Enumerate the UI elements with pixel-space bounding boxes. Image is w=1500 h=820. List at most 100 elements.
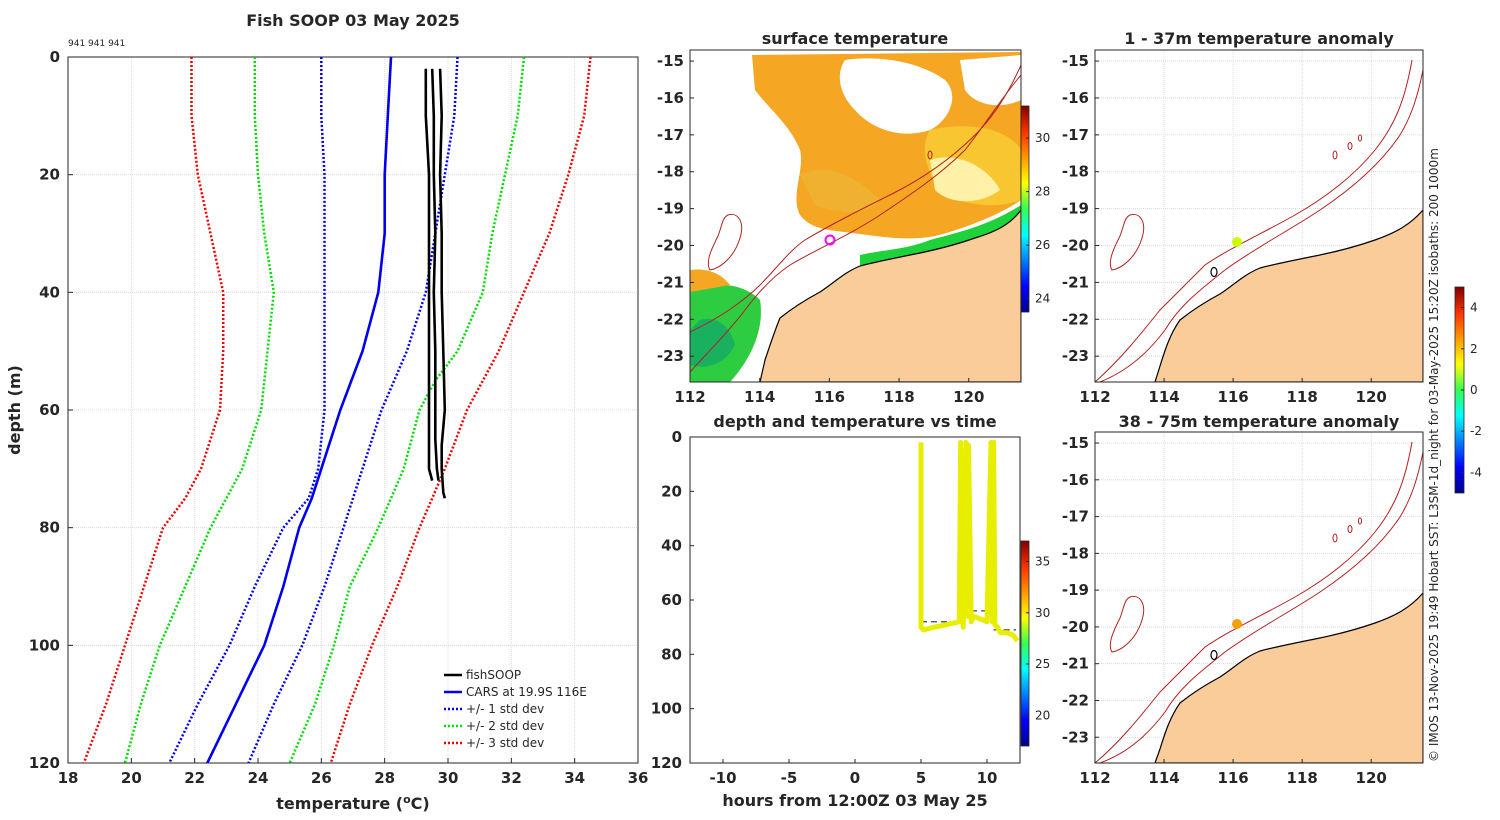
legend-label-cars: CARS at 19.9S 116E <box>466 685 587 699</box>
profile-ytick-label: 40 <box>39 283 60 301</box>
profile-xlabel: temperature (oC) <box>276 793 429 813</box>
sst-colorbar-tick-label: 28 <box>1035 185 1050 199</box>
sst-ytick-label: -22 <box>657 310 684 328</box>
sst-ytick-label: -17 <box>657 126 684 144</box>
sst-ytick-label: -23 <box>657 347 684 365</box>
anomaly-map-1-shoal-1 <box>1332 150 1338 160</box>
sst-ytick-label: -19 <box>657 200 684 218</box>
profile-xtick-label: 18 <box>58 769 79 787</box>
anomaly-map-2-xtick-label: 112 <box>1079 769 1110 787</box>
sst-field-warm-sw <box>690 269 730 292</box>
sst-xtick-label: 112 <box>674 388 705 406</box>
timeseries-ytick-label: 100 <box>651 700 682 718</box>
anomaly-map-1-ytick-label: -17 <box>1062 126 1089 144</box>
anomaly-map-1-ytick-label: -18 <box>1062 163 1089 181</box>
anomaly-map-1-shoal-3 <box>1357 134 1363 142</box>
anomaly-map-1-panel: 1 - 37m temperature anomaly 112 114 116 118… <box>1062 29 1424 406</box>
sst-ytick-label: -15 <box>657 52 684 70</box>
credit-text: © IMOS 13-Nov-2025 19:49 Hobart SST: L3S… <box>1427 148 1441 762</box>
timeseries-colorbar-ticks: 35 30 25 20 <box>1026 555 1050 722</box>
profile-xtick-label: 32 <box>501 769 522 787</box>
sst-ticks: 112 114 116 118 120 -15 -16 -17 -18 -19 -20 -21 -22 -… <box>657 52 985 406</box>
anomaly-map-1-xtick-label: 116 <box>1217 388 1248 406</box>
profile-ytick-label: 0 <box>50 48 60 66</box>
anomaly-map-2-ytick-label: -15 <box>1062 434 1089 452</box>
anomaly-colorbar-ticks: 4 2 0 -2 -4 <box>1461 301 1482 479</box>
anomaly-colorbar-tick-label: -4 <box>1470 465 1482 479</box>
anomaly-map-1-islet <box>1210 266 1218 278</box>
figure-title: Fish SOOP 03 May 2025 <box>246 11 460 30</box>
profile-series--3-std <box>82 57 225 764</box>
sst-xtick-label: 114 <box>744 388 775 406</box>
profile-series-fishsoop-cast-3 <box>438 68 447 499</box>
timeseries-colorbar-tick-label: 25 <box>1035 657 1050 671</box>
sst-xtick-label: 120 <box>953 388 984 406</box>
profile-xtick-label: 24 <box>248 769 269 787</box>
anomaly-map-1-xtick-label: 118 <box>1287 388 1318 406</box>
profile-ytick-label: 80 <box>39 519 60 537</box>
anomaly-colorbar-tick-label: 0 <box>1470 383 1478 397</box>
timeseries-ytick-label: 40 <box>661 537 682 555</box>
anomaly-map-1-ytick-label: -23 <box>1062 347 1089 365</box>
anomaly-map-2-xtick-label: 118 <box>1287 769 1318 787</box>
profile-xtick-label: 26 <box>311 769 332 787</box>
profile-ylabel: depth (m) <box>5 365 24 455</box>
timeseries-track <box>918 439 1020 643</box>
timeseries-ytick-label: 60 <box>661 591 682 609</box>
anomaly-map-1-axes-box <box>1094 49 1424 383</box>
anomaly-map-1-ytick-label: -16 <box>1062 89 1089 107</box>
anomaly-map-2-ytick-label: -22 <box>1062 691 1089 709</box>
anomaly-map-2-point <box>1232 619 1242 629</box>
anomaly-colorbar-tick-label: 4 <box>1470 301 1478 315</box>
sst-panel: surface temperature 112 114 116 118 120 -15 -1… <box>657 29 1050 406</box>
profile-xlabel-end: C) <box>411 794 430 813</box>
sst-isobath-1000 <box>690 74 1021 373</box>
anomaly-map-2-isobath-1000 <box>1099 451 1423 763</box>
anomaly-map-2-isobath-200 <box>1095 441 1413 763</box>
timeseries-xtick-label: 0 <box>850 769 860 787</box>
anomaly-map-2-ytick-label: -23 <box>1062 728 1089 746</box>
anomaly-map-1-point <box>1232 237 1242 247</box>
float-ids: 941 941 941 <box>68 39 125 49</box>
profile-series--2-std <box>288 56 526 764</box>
sst-xtick-label: 118 <box>883 388 914 406</box>
anomaly-map-2-content <box>1095 441 1423 763</box>
anomaly-map-2-ytick-label: -18 <box>1062 544 1089 562</box>
anomaly-map-1-land <box>1154 209 1423 382</box>
sst-land <box>759 208 1021 382</box>
profile-series <box>82 56 592 764</box>
profile-ytick-label: 120 <box>29 754 60 772</box>
legend-label-std3: +/- 3 std dev <box>466 736 544 750</box>
profile-xtick-label: 34 <box>564 769 585 787</box>
anomaly-map-2-ytick-label: -17 <box>1062 508 1089 526</box>
profile-series--2-std <box>123 57 276 764</box>
timeseries-colorbar-tick-label: 20 <box>1035 708 1050 722</box>
timeseries-colorbar-tick-label: 35 <box>1035 555 1050 569</box>
sst-ytick-label: -21 <box>657 273 684 291</box>
sst-cloud-gap-2 <box>960 55 1021 106</box>
anomaly-map-2-xtick-label: 120 <box>1356 769 1387 787</box>
sst-ytick-label: -20 <box>657 237 684 255</box>
sst-colorbar <box>1020 105 1030 313</box>
anomaly-map-1-xtick-label: 112 <box>1079 388 1110 406</box>
anomaly-map-1-xtick-label: 114 <box>1148 388 1179 406</box>
anomaly-map-1-xtick-label: 120 <box>1356 388 1387 406</box>
sst-field-patch <box>930 157 1000 202</box>
timeseries-xlabel: hours from 12:00Z 03 May 25 <box>722 791 987 810</box>
profile-xtick-label: 30 <box>438 769 459 787</box>
profile-series--3-std <box>329 56 592 764</box>
anomaly-map-2-land <box>1154 592 1423 763</box>
anomaly-map-1-title: 1 - 37m temperature anomaly <box>1124 29 1394 48</box>
anomaly-colorbar-tick-label: 2 <box>1470 342 1478 356</box>
anomaly-map-2-ticks: 112 114 116 118 120 -15 -16 -17 -18 -19 -20 -21 -22 -… <box>1062 434 1387 787</box>
profile-series-fishsoop-cast-2 <box>430 68 440 481</box>
anomaly-map-1-isobath-1000 <box>1099 69 1423 382</box>
profile-ytick-label: 20 <box>39 166 60 184</box>
anomaly-map-1-ytick-label: -19 <box>1062 200 1089 218</box>
sst-ytick-label: -16 <box>657 89 684 107</box>
sst-field-mid <box>800 169 880 212</box>
sst-xtick-label: 116 <box>814 388 845 406</box>
profile-series--1-std <box>168 57 326 764</box>
